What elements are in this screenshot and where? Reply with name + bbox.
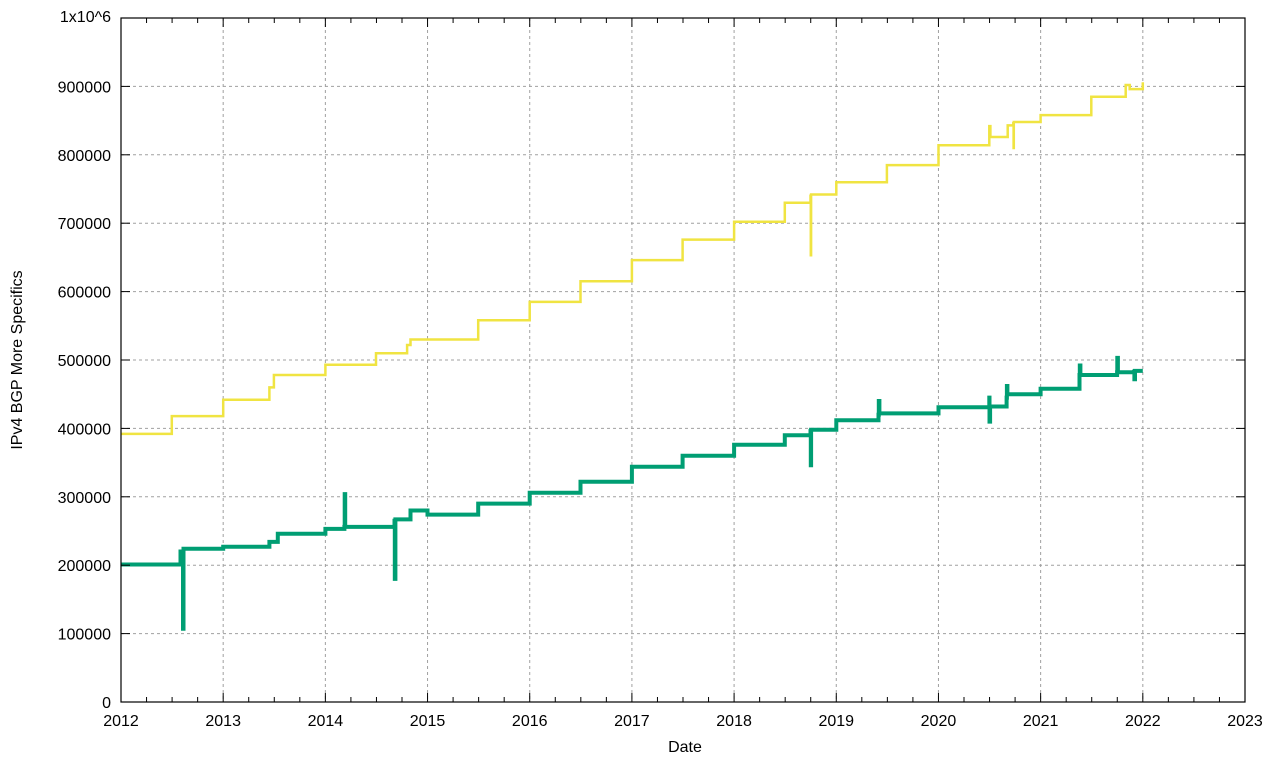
y-tick-label: 300000 (58, 490, 111, 507)
y-tick-label: 600000 (58, 285, 111, 302)
y-tick-label: 900000 (58, 79, 111, 96)
x-tick-label: 2016 (512, 713, 548, 730)
y-tick-label: 200000 (58, 558, 111, 575)
y-tick-label: 400000 (58, 421, 111, 438)
x-tick-label: 2021 (1023, 713, 1059, 730)
y-tick-label: 1x10^6 (60, 9, 111, 26)
x-axis-title: Date (668, 739, 702, 756)
y-tick-label: 700000 (58, 216, 111, 233)
y-tick-label: 0 (102, 695, 111, 712)
x-tick-label: 2018 (716, 713, 752, 730)
x-tick-label: 2015 (410, 713, 446, 730)
y-tick-label: 100000 (58, 627, 111, 644)
series-group (121, 82, 1145, 631)
y-axis-title: IPv4 BGP More Specifics (9, 270, 26, 449)
tick-labels: 2012 2013 2014 2015 2016 2017 2018 2019 2020 2021… (58, 9, 1263, 730)
y-tick-label: 800000 (58, 148, 111, 165)
x-tick-label: 2013 (205, 713, 241, 730)
x-tick-label: 2014 (308, 713, 344, 730)
x-tick-label: 2019 (818, 713, 854, 730)
ticks (120, 17, 1246, 703)
grid (121, 18, 1245, 702)
x-tick-label: 2023 (1227, 713, 1263, 730)
y-tick-label: 500000 (58, 353, 111, 370)
x-tick-label: 2022 (1125, 713, 1161, 730)
x-tick-label: 2017 (614, 713, 650, 730)
series-line-1 (121, 82, 1145, 436)
x-tick-label: 2012 (103, 713, 139, 730)
series-line-2 (121, 355, 1143, 631)
x-tick-label: 2020 (921, 713, 957, 730)
